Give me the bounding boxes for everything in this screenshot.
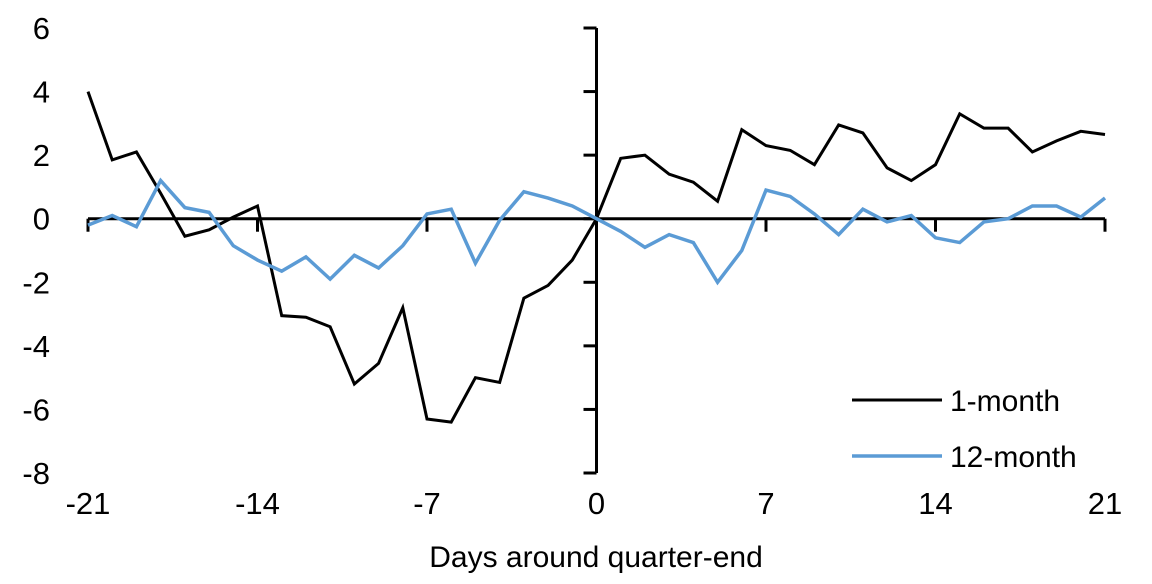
series-line-12-month [87, 177, 1107, 286]
axes: -21 -14 -7 0 7 14 21 6 4 2 0 -2 -4 -6 -8 [22, 11, 1122, 521]
legend-label-12-month: 12-month [950, 441, 1077, 474]
x-tick-label: -21 [66, 486, 111, 521]
data-series [86, 91, 1107, 424]
legend-label-1-month: 1-month [950, 385, 1060, 418]
y-tick-label: 0 [33, 202, 50, 237]
x-tick-label: 14 [918, 486, 952, 521]
x-axis-title: Days around quarter-end [429, 541, 763, 574]
y-tick-label: -2 [22, 265, 50, 300]
y-tick-label: -8 [22, 456, 50, 491]
y-tick-label: -6 [22, 392, 50, 427]
x-tick-label: 21 [1088, 486, 1122, 521]
y-tick-label: 2 [33, 138, 50, 173]
y-tick-label: 4 [33, 75, 50, 110]
x-tick-label: -14 [235, 486, 280, 521]
x-tick-label: 7 [757, 486, 774, 521]
x-tick-label: -7 [413, 486, 441, 521]
y-tick-label: 6 [33, 11, 50, 46]
y-tick-label: -4 [22, 329, 50, 364]
x-tick-label: 0 [588, 486, 605, 521]
legend: 1-month 12-month [852, 385, 1077, 474]
